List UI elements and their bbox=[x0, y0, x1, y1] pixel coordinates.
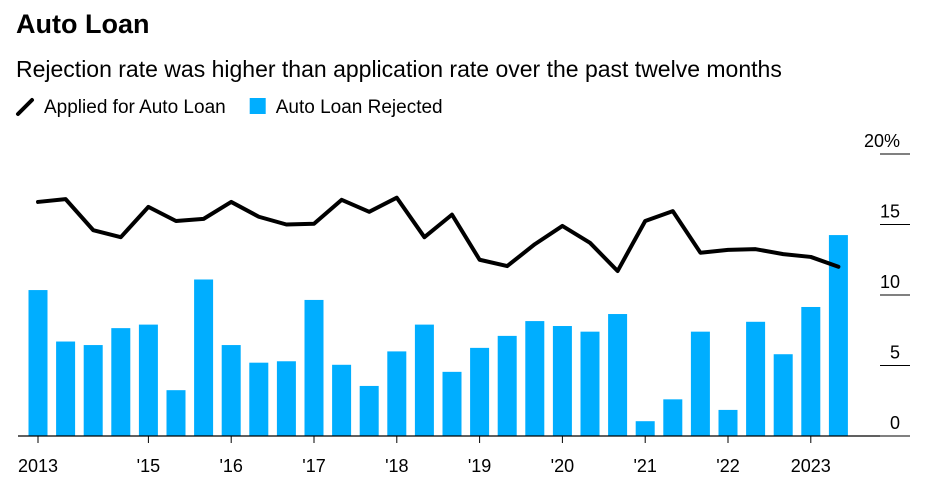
x-tick-label: 2023 bbox=[791, 456, 831, 476]
bar bbox=[111, 328, 131, 436]
bar bbox=[442, 371, 462, 436]
chart-subtitle: Rejection rate was higher than applicati… bbox=[16, 56, 782, 82]
y-tick-label: 0 bbox=[890, 413, 900, 433]
bar bbox=[332, 364, 352, 436]
bar bbox=[221, 345, 241, 436]
legend-swatch bbox=[16, 98, 34, 116]
bar bbox=[276, 361, 296, 436]
bar bbox=[387, 351, 407, 436]
bar bbox=[56, 341, 76, 436]
bar bbox=[608, 314, 628, 436]
bar bbox=[663, 399, 683, 436]
bar bbox=[552, 326, 572, 436]
x-tick-label: '18 bbox=[385, 456, 408, 476]
y-tick-label: 10 bbox=[880, 272, 900, 292]
bar bbox=[525, 321, 545, 436]
legend: Applied for Auto Loan Auto Loan Rejected bbox=[16, 97, 443, 118]
y-tick-label: 5 bbox=[890, 343, 900, 363]
bar bbox=[28, 290, 48, 436]
legend-label: Auto Loan Rejected bbox=[276, 97, 443, 118]
x-tick-label: '15 bbox=[137, 456, 160, 476]
x-tick-label: '19 bbox=[468, 456, 491, 476]
x-tick-label: '20 bbox=[551, 456, 574, 476]
bar bbox=[828, 235, 848, 436]
x-tick-label: 2013 bbox=[18, 456, 58, 476]
bar bbox=[718, 409, 738, 436]
x-tick-label: '21 bbox=[633, 456, 656, 476]
bar bbox=[746, 321, 766, 436]
y-tick-label: 20% bbox=[864, 131, 900, 151]
bar bbox=[304, 299, 324, 436]
x-tick-label: '17 bbox=[302, 456, 325, 476]
bar bbox=[470, 347, 490, 436]
bar bbox=[690, 331, 710, 436]
legend-swatch bbox=[249, 98, 266, 114]
bar bbox=[635, 421, 655, 436]
line bbox=[36, 195, 841, 274]
bar bbox=[497, 335, 517, 436]
bar bbox=[83, 345, 103, 436]
bar bbox=[414, 324, 434, 436]
y-tick-label: 15 bbox=[880, 202, 900, 222]
bar bbox=[801, 306, 821, 436]
bar bbox=[138, 324, 158, 436]
x-tick-label: '16 bbox=[219, 456, 242, 476]
bar bbox=[773, 354, 793, 436]
bar bbox=[194, 279, 214, 436]
x-tick-label: '22 bbox=[716, 456, 739, 476]
bar bbox=[166, 390, 186, 436]
chart-title: Auto Loan bbox=[16, 9, 149, 39]
bar bbox=[580, 331, 600, 436]
legend-label: Applied for Auto Loan bbox=[44, 97, 226, 118]
bar bbox=[249, 362, 269, 436]
bar bbox=[359, 385, 379, 436]
